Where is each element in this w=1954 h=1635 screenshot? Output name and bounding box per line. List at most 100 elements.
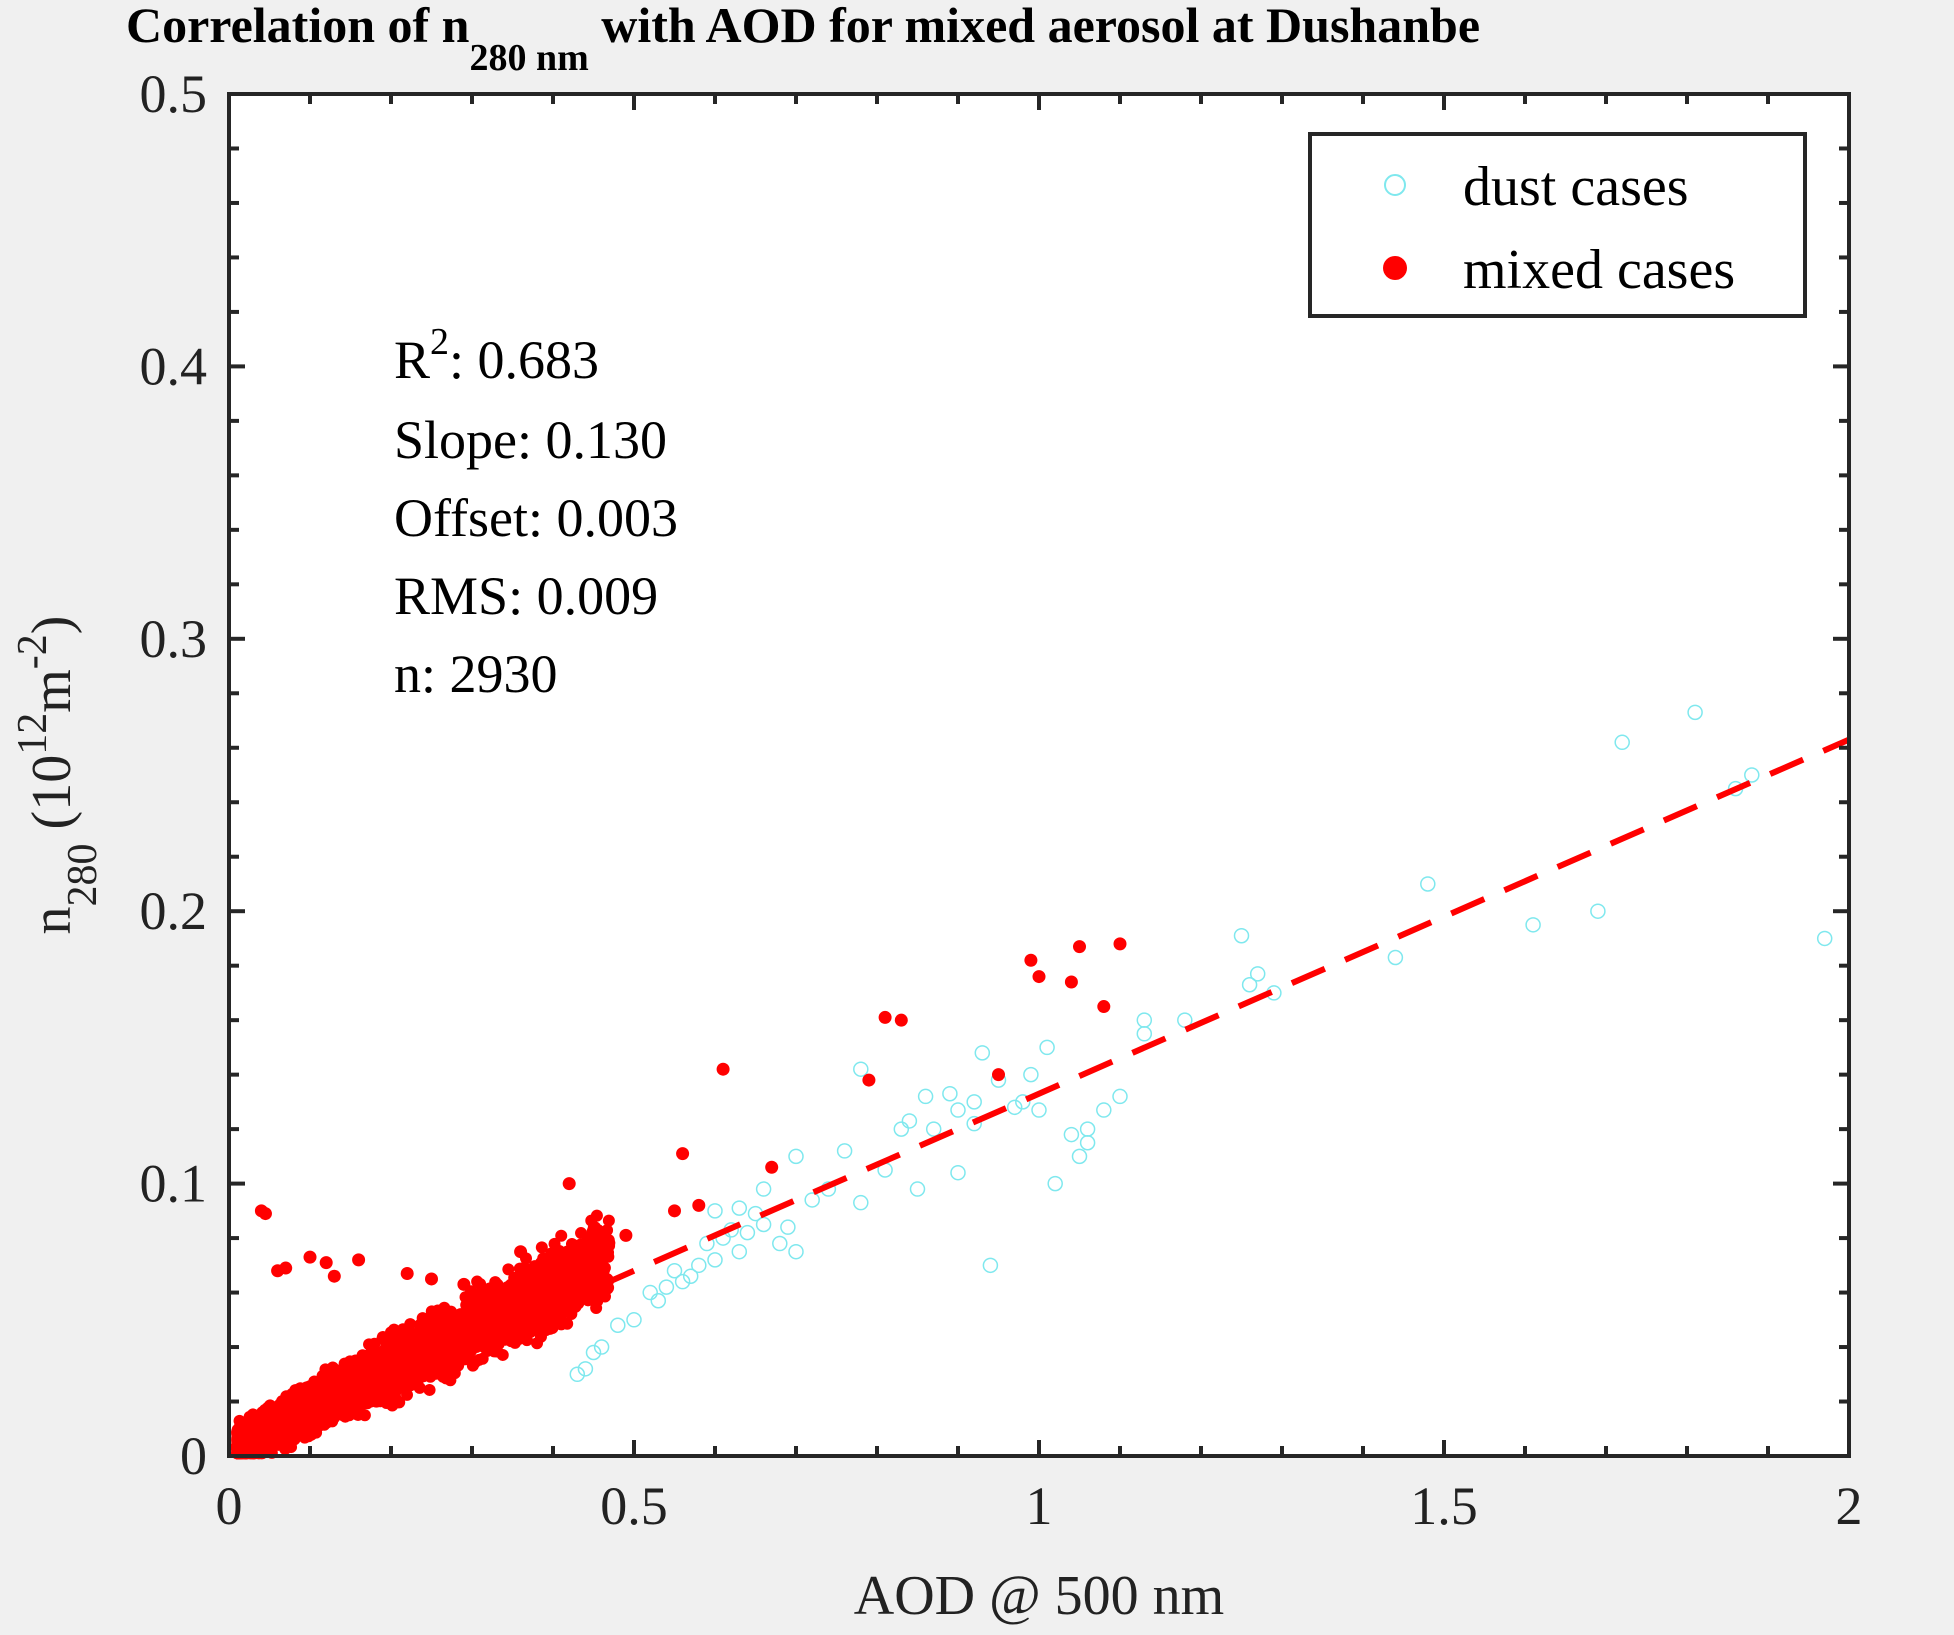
dust-point: [893, 1121, 910, 1137]
dust-point: [1816, 930, 1833, 947]
mixed-point: [598, 1226, 611, 1239]
dust-point: [739, 1224, 756, 1241]
mixed-point: [395, 1381, 408, 1394]
regression-fit-line: [227, 736, 1851, 1451]
mixed-point: [342, 1362, 355, 1375]
regression-stats: R2: 0.683 Slope: 0.130 Offset: 0.003 RMS…: [394, 321, 678, 704]
legend-marker-mixed: [1383, 256, 1407, 280]
mixed-point: [416, 1318, 429, 1331]
mixed-point: [716, 1062, 730, 1076]
mixed-point: [268, 1429, 281, 1442]
dust-point: [1744, 767, 1760, 783]
mixed-point: [562, 1177, 576, 1191]
dust-point: [642, 1284, 658, 1301]
dust-point: [1614, 734, 1630, 751]
mixed-point: [566, 1257, 579, 1270]
dust-point: [1233, 927, 1250, 944]
y-axis-label-base: n: [21, 906, 83, 934]
mixed-point: [271, 1264, 285, 1278]
mixed-point: [878, 1010, 892, 1024]
dust-point: [1006, 1099, 1023, 1116]
mixed-cases-series: [231, 937, 1127, 1460]
dust-point: [966, 1115, 982, 1132]
legend-label-dust: dust cases: [1463, 156, 1689, 218]
mixed-point: [1097, 1000, 1111, 1014]
mixed-point: [588, 1272, 601, 1285]
mixed-point: [692, 1198, 706, 1212]
mixed-point: [493, 1288, 506, 1301]
stats-slope: Slope: 0.130: [394, 410, 667, 470]
dust-point: [658, 1279, 675, 1295]
mixed-point: [358, 1409, 371, 1422]
mixed-point: [992, 1068, 1005, 1082]
dust-point: [942, 1085, 958, 1102]
x-tick-label: 1.5: [1410, 1476, 1478, 1536]
mixed-point: [421, 1357, 434, 1370]
dust-point: [691, 1257, 707, 1274]
dust-point: [731, 1200, 748, 1216]
axis-ticks: [227, 92, 1851, 1458]
mixed-point: [322, 1388, 335, 1401]
mixed-point: [512, 1333, 525, 1346]
dust-point: [901, 1113, 918, 1129]
mixed-point: [539, 1324, 552, 1337]
y-tick-label: 0.1: [140, 1154, 208, 1214]
dust-point: [982, 1257, 999, 1274]
y-axis-label-unit-mid: m: [21, 669, 83, 713]
y-tick-label: 0.3: [140, 609, 208, 669]
chart-title: Correlation of n280 nm with AOD for mixe…: [126, 0, 1480, 79]
stats-r2-label: R: [394, 330, 430, 390]
mixed-point: [1032, 970, 1046, 984]
dust-point: [731, 1243, 748, 1260]
mixed-point: [894, 1013, 908, 1027]
mixed-point: [352, 1253, 366, 1267]
dust-point: [1047, 1175, 1063, 1192]
mixed-point: [376, 1331, 389, 1344]
dust-cases-series: [569, 704, 1833, 1383]
mixed-point: [602, 1214, 615, 1227]
mixed-point: [361, 1397, 374, 1410]
dust-point: [1079, 1134, 1096, 1151]
dust-point: [1023, 1066, 1039, 1083]
mixed-point: [252, 1413, 265, 1426]
dust-point: [1590, 903, 1606, 919]
mixed-point: [345, 1404, 358, 1417]
mixed-point: [765, 1160, 779, 1174]
mixed-point: [363, 1348, 376, 1361]
mixed-point: [275, 1405, 288, 1418]
dust-point: [950, 1102, 966, 1118]
mixed-point: [594, 1256, 607, 1269]
mixed-point: [538, 1309, 551, 1322]
mixed-point: [277, 1435, 290, 1448]
dust-point: [804, 1192, 820, 1208]
stats-n: n: 2930: [394, 644, 558, 704]
dust-point: [925, 1121, 942, 1137]
mixed-point: [258, 1207, 272, 1221]
dust-point: [610, 1317, 626, 1333]
dust-point: [917, 1088, 934, 1105]
legend: dust cases mixed cases: [1308, 132, 1807, 318]
dust-point: [1420, 876, 1436, 892]
dust-point: [577, 1361, 594, 1377]
legend-box: [1308, 132, 1807, 318]
mixed-point: [540, 1272, 553, 1285]
mixed-point: [431, 1332, 444, 1345]
y-axis-label: n280 (1012m-2): [10, 616, 106, 935]
dust-point: [1015, 1094, 1031, 1110]
x-tick-label: 0.5: [600, 1476, 668, 1536]
dust-point: [707, 1203, 723, 1219]
dust-point: [788, 1243, 804, 1260]
mixed-point: [457, 1277, 471, 1291]
mixed-point: [535, 1241, 548, 1254]
stats-rms: RMS: 0.009: [394, 566, 658, 626]
chart-title-prefix: Correlation of n: [126, 0, 470, 53]
dust-point: [772, 1235, 788, 1252]
dust-point: [1039, 1039, 1055, 1056]
dust-point: [950, 1164, 966, 1181]
chart-title-subscript: 280 nm: [469, 37, 588, 79]
x-tick-label: 0: [216, 1476, 243, 1536]
mixed-point: [448, 1367, 461, 1380]
mixed-point: [531, 1337, 544, 1350]
x-tick-label: 1: [1026, 1476, 1053, 1536]
mixed-point: [242, 1423, 255, 1436]
